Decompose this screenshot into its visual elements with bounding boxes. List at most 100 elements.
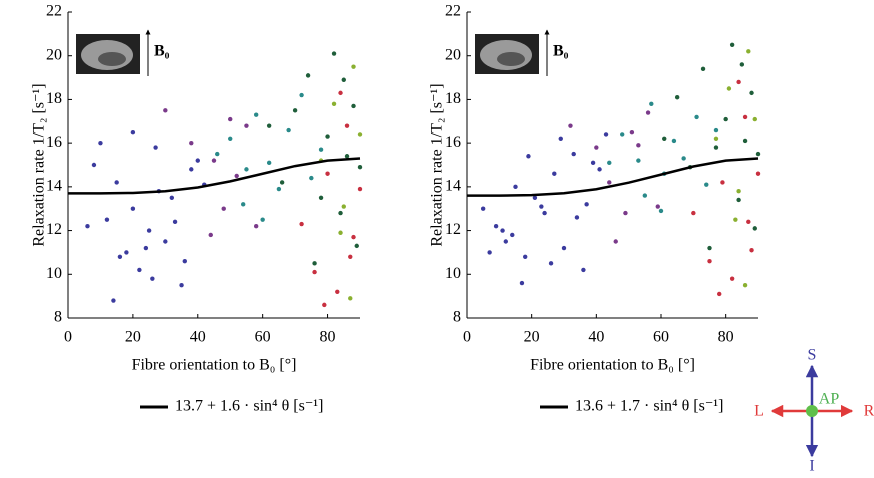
scatter-point xyxy=(674,95,680,100)
y-tick-label: 22 xyxy=(46,3,62,20)
scatter-point xyxy=(642,193,648,198)
fit-line xyxy=(68,157,361,195)
scatter-point xyxy=(322,302,327,308)
scatter-point xyxy=(299,92,304,98)
scatter-point xyxy=(623,210,628,216)
scatter-point xyxy=(299,221,304,227)
scatter-point xyxy=(574,215,580,220)
scatter-point xyxy=(581,267,586,273)
scatter-point xyxy=(234,173,239,179)
scatter-point xyxy=(691,210,696,216)
legend-label: 13.6 + 1.7 · sin⁴ θ [s⁻¹] xyxy=(575,398,723,415)
y-tick-label: 10 xyxy=(445,265,461,282)
scatter-point xyxy=(215,151,220,157)
x-tick-label: 0 xyxy=(64,329,72,346)
scatter-point xyxy=(163,108,168,113)
scatter-point xyxy=(221,206,226,211)
scatter-point xyxy=(208,232,213,238)
scatter-point xyxy=(279,180,285,185)
scatter-point xyxy=(325,134,330,139)
scatter-point xyxy=(150,276,155,281)
scatter-point xyxy=(325,171,330,176)
scatter-point xyxy=(228,116,233,122)
scatter-point xyxy=(736,189,741,194)
scatter-point xyxy=(266,160,272,166)
key-label: L xyxy=(754,403,764,420)
scatter-point xyxy=(749,90,754,96)
scatter-point xyxy=(645,110,651,115)
scatter-point xyxy=(526,154,531,159)
scatter-point xyxy=(276,186,282,192)
scatter-point xyxy=(736,79,741,85)
scatter-point xyxy=(720,180,725,185)
y-tick-label: 18 xyxy=(46,90,62,107)
y-tick-label: 18 xyxy=(445,90,461,107)
scatter-point xyxy=(244,123,249,128)
scatter-point xyxy=(636,143,641,148)
scatter-point xyxy=(244,167,249,172)
chart: 13.6 + 1.7 · sin⁴ θ [s⁻¹] 8 10 12 14 16 18 20 22… xyxy=(429,3,761,415)
scatter-point xyxy=(532,195,538,200)
scatter-point xyxy=(590,160,596,166)
scatter-point xyxy=(513,184,518,190)
scatter-point xyxy=(558,136,563,141)
scatter-point xyxy=(629,130,635,135)
scatter-point xyxy=(713,127,719,133)
scatter-point xyxy=(137,267,142,273)
scatter-point xyxy=(704,182,709,187)
scatter-point xyxy=(146,228,152,233)
scatter-point xyxy=(344,154,350,159)
scatter-point xyxy=(241,202,246,207)
scatter-point xyxy=(739,62,745,67)
scatter-point xyxy=(707,258,712,264)
scatter-point xyxy=(318,195,324,200)
scatter-point xyxy=(658,208,664,214)
x-tick-label: 40 xyxy=(190,329,206,346)
scatter-point xyxy=(519,280,525,286)
scatter-point xyxy=(607,160,612,166)
scatter-point xyxy=(746,219,751,225)
scatter-point xyxy=(91,162,97,168)
chart: 13.7 + 1.6 · sin⁴ θ [s⁻¹] 8 10 12 14 16 18 20 22… xyxy=(31,3,363,415)
scatter-point xyxy=(561,245,567,251)
x-axis-label: Fibre orientation to B₀ [°] xyxy=(132,357,297,374)
key-label: R xyxy=(864,403,874,420)
scatter-point xyxy=(736,197,741,203)
scatter-point xyxy=(548,261,554,266)
scatter-point xyxy=(253,112,259,117)
scatter-point xyxy=(169,195,175,200)
scatter-point xyxy=(331,101,337,107)
scatter-point xyxy=(568,123,573,128)
scatter-point xyxy=(539,204,544,209)
y-tick-label: 12 xyxy=(46,221,62,238)
scatter-point xyxy=(189,167,194,172)
scatter-point xyxy=(493,224,499,229)
scatter-point xyxy=(309,175,314,181)
scatter-point xyxy=(594,145,599,150)
x-axis-label: Fibre orientation to B₀ [°] xyxy=(530,357,695,374)
legend-label: 13.7 + 1.6 · sin⁴ θ [s⁻¹] xyxy=(175,398,323,415)
scatter-point xyxy=(354,243,359,249)
scatter-point xyxy=(130,206,136,211)
scatter-point xyxy=(163,239,168,244)
scatter-point xyxy=(603,132,609,137)
scatter-point xyxy=(292,108,298,113)
x-tick-label: 0 xyxy=(463,329,471,346)
scatter-point xyxy=(357,164,363,170)
scatter-point xyxy=(746,49,751,54)
scatter-point xyxy=(335,289,340,294)
scatter-point xyxy=(723,116,728,122)
x-tick-label: 40 xyxy=(588,329,604,346)
scatter-point xyxy=(348,296,353,301)
scatter-point xyxy=(500,228,505,233)
y-tick-label: 12 xyxy=(445,221,461,238)
scatter-point xyxy=(523,254,528,259)
y-tick-label: 8 xyxy=(54,309,62,326)
scatter-point xyxy=(717,291,722,297)
y-tick-label: 16 xyxy=(46,134,62,151)
y-tick-label: 10 xyxy=(46,265,62,282)
scatter-point xyxy=(729,42,735,47)
scatter-point xyxy=(179,283,184,288)
scatter-point xyxy=(189,140,194,146)
